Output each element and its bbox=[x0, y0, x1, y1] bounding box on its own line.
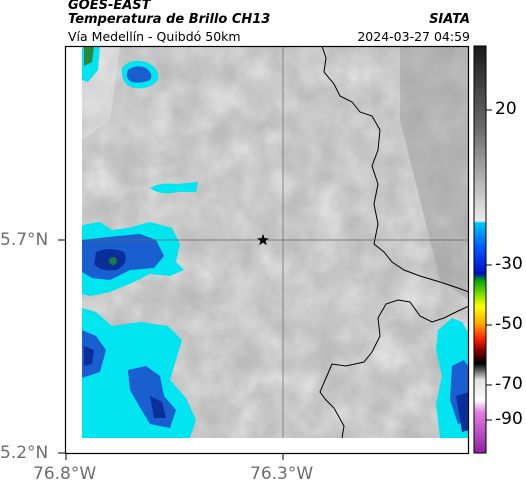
colorbar-label: -90 bbox=[495, 409, 523, 429]
x-tick-label: 76.3°W bbox=[250, 464, 314, 484]
star-icon bbox=[257, 234, 269, 246]
cold-cloud-southeast bbox=[436, 318, 469, 438]
colorbar bbox=[473, 45, 487, 454]
map-area bbox=[82, 46, 469, 438]
region-label: Vía Medellín - Quibdó 50km bbox=[68, 29, 241, 44]
cold-cloud-streak bbox=[150, 182, 198, 194]
y-tick-label: 5.7°N bbox=[0, 230, 49, 250]
colorbar-label: -70 bbox=[495, 374, 523, 394]
satellite-title: GOES-EAST bbox=[68, 0, 151, 13]
colorbar-label: -50 bbox=[495, 314, 523, 334]
product-title: Temperatura de Brillo CH13 bbox=[68, 12, 271, 27]
cold-cloud-top-left bbox=[82, 46, 100, 82]
boundary-line-north bbox=[321, 46, 469, 293]
cold-cloud-west-center bbox=[82, 222, 184, 296]
colorbar-label: -30 bbox=[495, 254, 523, 274]
boundary-line-south bbox=[319, 299, 469, 438]
cold-cloud-small-upper bbox=[121, 60, 159, 89]
agency-label: SIATA bbox=[429, 12, 470, 27]
map-frame bbox=[64, 45, 470, 455]
x-tick-label: 76.8°W bbox=[33, 464, 97, 484]
colorbar-label: 20 bbox=[495, 99, 517, 119]
timestamp-label: 2024-03-27 04:59 bbox=[357, 29, 470, 44]
y-tick-label: 5.2°N bbox=[0, 443, 49, 463]
cold-cloud-southwest bbox=[82, 308, 196, 438]
